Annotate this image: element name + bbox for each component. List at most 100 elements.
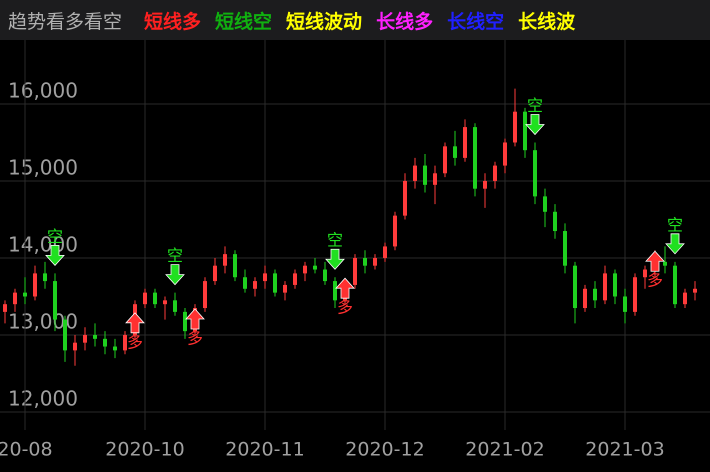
candle-body (23, 292, 27, 297)
candle-body (233, 254, 237, 278)
candle-body (183, 311, 187, 332)
signal-label: 多 (187, 328, 203, 347)
signal-label: 多 (337, 298, 353, 317)
candle-body (153, 292, 157, 305)
legend-item: 短线波动 (286, 10, 363, 33)
candle-body (663, 261, 667, 266)
candle-body (163, 300, 167, 305)
candle-body (53, 281, 57, 320)
signal-arrow (45, 244, 65, 266)
candle-body (353, 257, 357, 285)
candle-body (433, 173, 437, 185)
signal-label: 多 (127, 332, 143, 351)
candle-body (143, 292, 147, 305)
signal-label: 空 (327, 231, 343, 250)
signal-label: 空 (47, 227, 63, 246)
candle-body (383, 246, 387, 258)
signal-arrow (185, 308, 205, 330)
candle-body (503, 142, 507, 166)
signal-arrow (665, 233, 685, 255)
candle-body (573, 265, 577, 309)
candle-body (293, 273, 297, 285)
signal-arrow (125, 312, 145, 334)
chart: 12,000 13,000 14,000 15,000 16,000 20-08 2020-… (0, 40, 710, 461)
legend-item: 长线波 (518, 10, 576, 33)
candle-body (213, 265, 217, 282)
candle-body (533, 150, 537, 197)
legend-item: 长线多 (376, 10, 434, 33)
candle-body (603, 273, 607, 301)
candle-body (473, 127, 477, 189)
signal-label: 空 (527, 96, 543, 115)
candle-body (33, 273, 37, 297)
signal-arrow (525, 114, 545, 136)
candle-body (313, 265, 317, 270)
candle-body (633, 277, 637, 312)
signal-arrow (645, 250, 665, 272)
candle-body (613, 273, 617, 297)
candle-body (423, 165, 427, 185)
candle-body (483, 180, 487, 189)
x-tick-label: 20-08 (0, 439, 53, 461)
candle-body (83, 334, 87, 343)
legend-item: 短线多 (144, 10, 202, 33)
legend-item: 长线空 (447, 10, 505, 33)
candle-body (413, 165, 417, 181)
candle-body (123, 334, 127, 351)
candle-body (113, 346, 117, 351)
y-tick-label: 12,000 (8, 386, 78, 410)
candle-body (263, 273, 267, 282)
candle-body (693, 288, 697, 293)
candle-body (583, 288, 587, 309)
y-tick-label: 16,000 (8, 78, 78, 102)
candle-body (523, 111, 527, 151)
candle-body (683, 292, 687, 305)
y-tick-label: 13,000 (8, 309, 78, 333)
candle-body (463, 127, 467, 158)
candle-body (393, 215, 397, 247)
y-tick-label: 15,000 (8, 155, 78, 179)
candle-body (13, 292, 17, 305)
signal-arrow (335, 277, 355, 299)
candle-body (273, 273, 277, 293)
x-tick-label: 2020-12 (345, 439, 424, 461)
candle-body (593, 288, 597, 301)
signal-label: 空 (667, 215, 683, 234)
candle-body (493, 165, 497, 181)
candle-body (103, 338, 107, 347)
legend-item: 趋势看多看空 (8, 10, 123, 33)
x-tick-label: 2021-03 (585, 439, 664, 461)
candle-body (373, 257, 377, 266)
x-tick-label: 2020-11 (225, 439, 304, 461)
candle-body (443, 146, 447, 174)
candle-body (303, 265, 307, 274)
indicator-legend: 趋势看多看空 短线多 短线空 短线波动 长线多 长线空 长线波 (0, 0, 710, 40)
candle-body (333, 281, 337, 301)
candle-body (73, 342, 77, 351)
candle-body (253, 281, 257, 289)
candle-body (563, 231, 567, 266)
signal-label: 多 (647, 271, 663, 290)
candle-body (643, 269, 647, 278)
candle-body (323, 269, 327, 282)
candle-body (203, 281, 207, 309)
candle-body (283, 284, 287, 293)
candle-body (363, 257, 367, 266)
candle-body (673, 265, 677, 305)
y-tick-label: 14,000 (8, 232, 78, 256)
signal-arrow (165, 264, 185, 286)
legend-item: 短线空 (215, 10, 273, 33)
candle-body (223, 254, 227, 266)
candle-body (403, 180, 407, 216)
candle-body (3, 304, 7, 312)
candle-body (553, 211, 557, 232)
candle-body (93, 334, 97, 339)
candle-body (513, 111, 517, 143)
candle-body (543, 196, 547, 212)
candle-body (63, 319, 67, 351)
candle-body (453, 146, 457, 158)
x-tick-label: 2020-10 (105, 439, 184, 461)
signal-label: 空 (167, 246, 183, 265)
signal-arrow (325, 248, 345, 270)
